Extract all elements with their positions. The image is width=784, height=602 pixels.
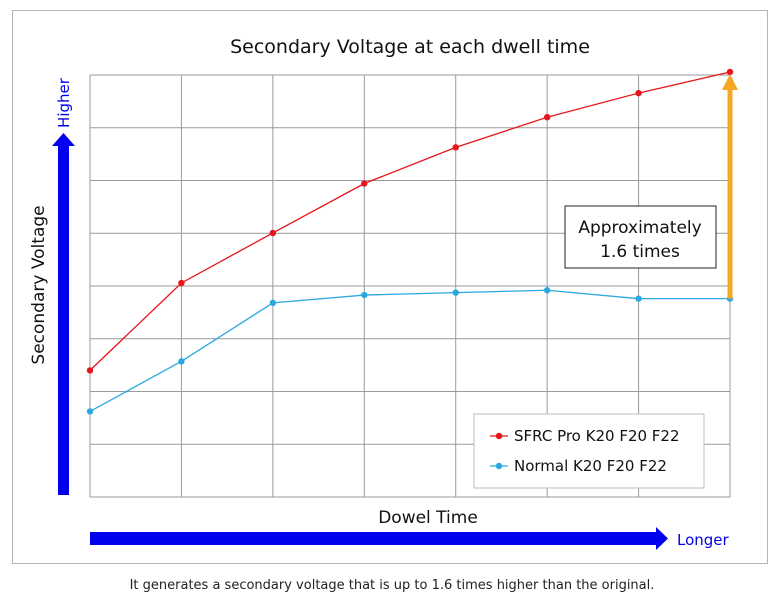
grid xyxy=(89,74,731,498)
series-2-point xyxy=(178,358,185,365)
series-layer xyxy=(86,68,734,415)
x-arrow-label-longer: Longer xyxy=(677,531,730,549)
y-direction-arrow xyxy=(52,133,75,495)
series-2-point xyxy=(543,287,551,294)
series-2-point xyxy=(635,295,642,302)
series-2-point xyxy=(452,289,459,296)
annotation-line-2: 1.6 times xyxy=(600,242,680,262)
series-2-point xyxy=(86,408,94,415)
series-1-point xyxy=(543,114,551,121)
legend-label-1: SFRC Pro K20 F20 F22 xyxy=(514,427,680,445)
annotation-line-1: Approximately xyxy=(578,218,701,238)
series-1-point xyxy=(452,144,459,151)
legend-label-2: Normal K20 F20 F22 xyxy=(514,457,667,475)
series-1-point xyxy=(635,89,642,97)
legend-marker-2 xyxy=(495,462,503,470)
annotation: Approximately 1.6 times xyxy=(564,205,717,269)
y-axis-label: Secondary Voltage xyxy=(29,205,49,364)
chart-frame xyxy=(12,10,768,564)
series-2-point xyxy=(269,299,277,307)
legend: SFRC Pro K20 F20 F22 Normal K20 F20 F22 xyxy=(473,413,705,489)
x-axis-label: Dowel Time xyxy=(378,508,478,528)
series-1-point xyxy=(269,229,277,237)
caption: It generates a secondary voltage that is… xyxy=(129,578,655,593)
annotation-arrow-head xyxy=(722,73,738,90)
series-line-1 xyxy=(89,71,731,371)
chart-title: Secondary Voltage at each dwell time xyxy=(230,36,590,58)
y-arrow-label-higher: Higher xyxy=(55,77,73,128)
legend-box xyxy=(473,413,705,489)
legend-marker-1 xyxy=(495,432,503,440)
series-1-point xyxy=(86,367,94,374)
x-direction-arrow xyxy=(90,527,668,550)
series-2-point xyxy=(361,291,368,299)
series-1-point xyxy=(361,180,368,187)
annotation-box xyxy=(564,205,717,269)
annotation-arrow xyxy=(722,73,738,299)
series-1-point xyxy=(178,279,185,287)
series-line-2 xyxy=(89,289,730,412)
series-1-point xyxy=(726,68,734,76)
